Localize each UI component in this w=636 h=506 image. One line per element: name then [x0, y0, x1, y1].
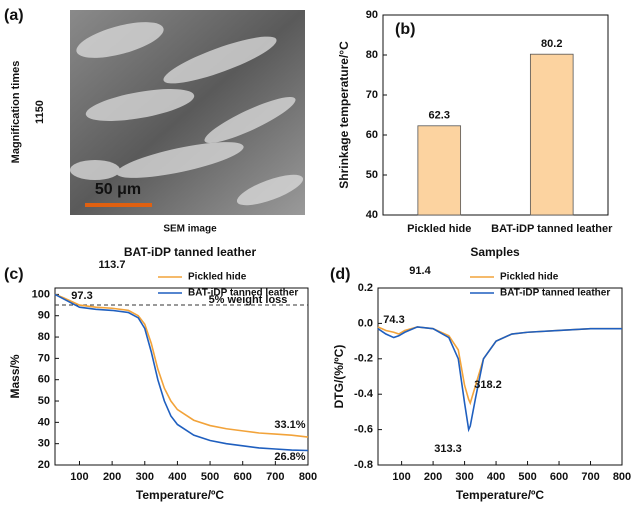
- sem-panel: 50 μm (a) Magnification times 1150 SEM i…: [4, 7, 306, 259]
- plot-frame: [383, 15, 608, 215]
- plot-frame: [55, 288, 308, 465]
- x-axis-label: Temperature/ºC: [456, 488, 545, 502]
- x-tick-label: 800: [613, 471, 631, 483]
- caption: SEM image: [163, 224, 217, 235]
- x-axis-label: Samples: [470, 245, 520, 259]
- y-tick-label: 80: [38, 331, 50, 343]
- x-tick-label: BAT-iDP tanned leather: [491, 223, 613, 235]
- y-tick-label: 90: [38, 310, 50, 322]
- panel-label: (a): [4, 7, 24, 24]
- annotation: 97.3: [71, 290, 92, 302]
- y-tick-label: 80: [366, 49, 378, 61]
- y-tick-label: -0.4: [354, 388, 374, 400]
- x-tick-label: Pickled hide: [407, 223, 471, 235]
- annotation: 91.4: [409, 265, 431, 277]
- x-tick-label: 400: [168, 471, 186, 483]
- x-axis-label: Temperature/ºC: [136, 488, 225, 502]
- y-tick-label: 0.0: [358, 317, 373, 329]
- y-tick-label: 20: [38, 459, 50, 471]
- y-tick-label: 60: [38, 374, 50, 386]
- legend-label: Pickled hide: [188, 272, 247, 283]
- series-line: [378, 327, 622, 403]
- y-tick-label: 50: [38, 395, 50, 407]
- panel-label: (b): [395, 21, 415, 38]
- side-value: 1150: [34, 100, 46, 124]
- annotation: 33.1%: [274, 419, 305, 431]
- y-tick-label: 50: [366, 169, 378, 181]
- x-tick-label: 700: [581, 471, 599, 483]
- series-line: [55, 294, 308, 450]
- plot-frame: [378, 288, 622, 465]
- x-tick-label: 300: [136, 471, 154, 483]
- value-label: 80.2: [541, 38, 562, 50]
- y-tick-label: 30: [38, 438, 50, 450]
- legend-label: BAT-iDP tanned leather: [500, 288, 610, 299]
- x-tick-label: 100: [70, 471, 88, 483]
- figure: 50 μm (a) Magnification times 1150 SEM i…: [0, 0, 636, 506]
- x-tick-label: 700: [266, 471, 284, 483]
- y-tick-label: 60: [366, 129, 378, 141]
- y-tick-label: -0.8: [354, 459, 373, 471]
- y-tick-label: -0.2: [354, 353, 373, 365]
- annotation: 113.7: [99, 259, 126, 271]
- panel-label: (c): [4, 266, 24, 283]
- y-tick-label: 0.2: [358, 282, 373, 294]
- y-tick-label: 40: [38, 416, 50, 428]
- x-tick-label: 300: [455, 471, 473, 483]
- bar: [418, 126, 461, 215]
- y-tick-label: 70: [366, 89, 378, 101]
- y-tick-label: 40: [366, 209, 378, 221]
- y-axis-label: Mass/%: [8, 354, 22, 398]
- panel-title: BAT-iDP tanned leather: [124, 245, 257, 259]
- scale-bar-label: 50 μm: [95, 181, 141, 198]
- x-tick-label: 600: [550, 471, 568, 483]
- x-tick-label: 200: [424, 471, 442, 483]
- legend-label: Pickled hide: [500, 272, 559, 283]
- side-label: Magnification times: [10, 61, 22, 164]
- panel-label: (d): [330, 266, 350, 283]
- value-label: 62.3: [429, 110, 450, 122]
- y-axis-label: Shrinkage temperature/°C: [337, 41, 351, 189]
- x-tick-label: 600: [234, 471, 252, 483]
- annotation: 318.2: [474, 379, 502, 391]
- x-tick-label: 500: [518, 471, 536, 483]
- annotation: 74.3: [383, 314, 404, 326]
- y-axis-label: DTG/(%/ºC): [332, 345, 346, 409]
- bar: [530, 54, 573, 215]
- x-tick-label: 100: [392, 471, 410, 483]
- annotation: 313.3: [434, 443, 462, 455]
- y-tick-label: 70: [38, 352, 50, 364]
- y-tick-label: 90: [366, 9, 378, 21]
- series-line: [55, 294, 308, 437]
- x-tick-label: 200: [103, 471, 121, 483]
- y-tick-label: 100: [32, 288, 50, 300]
- annotation: 5% weight loss: [209, 294, 288, 306]
- x-tick-label: 400: [487, 471, 505, 483]
- x-tick-label: 500: [201, 471, 219, 483]
- y-tick-label: -0.6: [354, 424, 373, 436]
- annotation: 26.8%: [274, 451, 305, 463]
- x-tick-label: 800: [299, 471, 317, 483]
